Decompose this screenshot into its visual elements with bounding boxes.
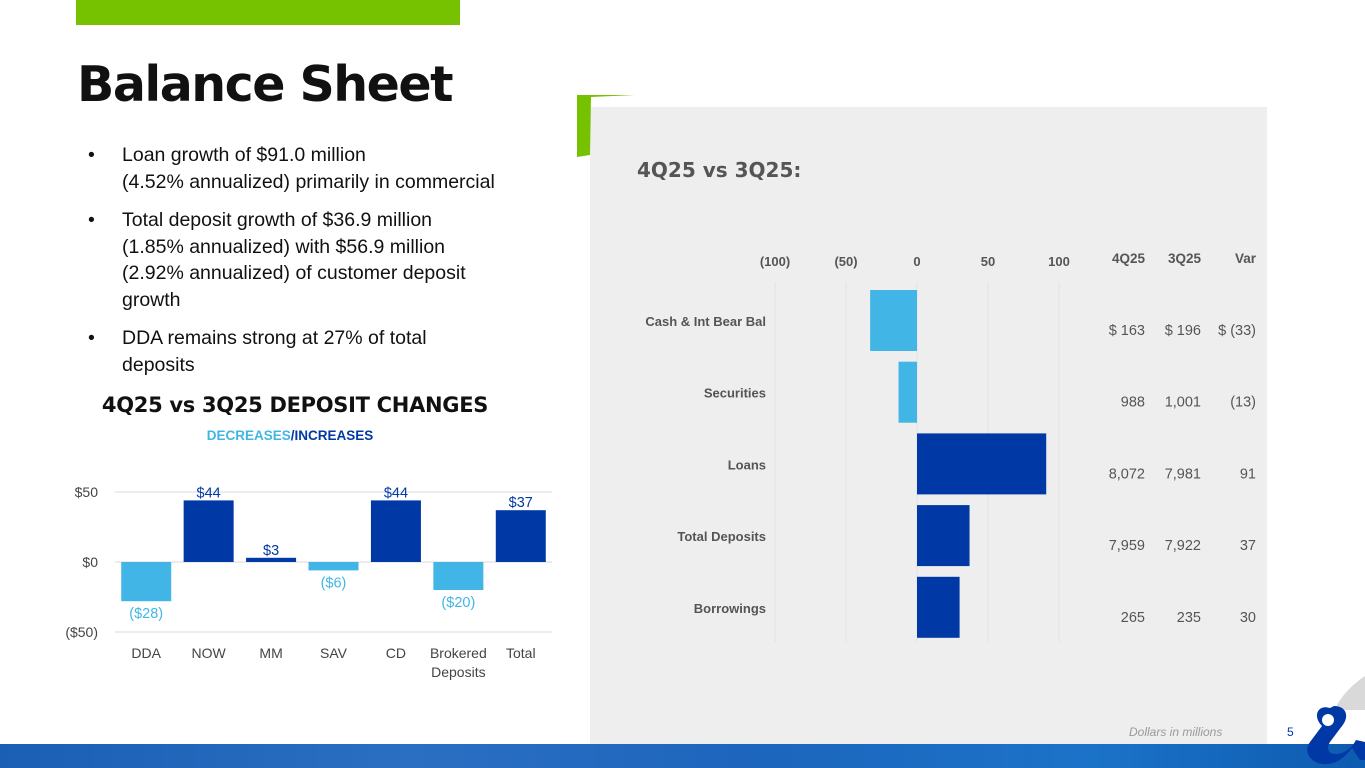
data-label: ($28): [129, 606, 163, 622]
deposit-chart-title: 4Q25 vs 3Q25 DEPOSIT CHANGES: [101, 393, 489, 417]
table-header: Var: [1235, 251, 1257, 266]
bullet-text: (4.52% annualized) primarily in commerci…: [122, 170, 495, 193]
table-cell: 7,922: [1165, 538, 1201, 554]
legend-slash: /: [290, 428, 295, 443]
row-category-label: Loans: [728, 457, 766, 472]
bar-cash-int-bear-bal: [870, 290, 917, 351]
row-category-label: Securities: [704, 386, 766, 401]
logo-dot: [1322, 714, 1334, 726]
data-label: $3: [263, 543, 279, 559]
table-cell: 91: [1240, 466, 1256, 482]
bar-brokered-deposits: [433, 562, 484, 590]
bar-dda: [121, 562, 172, 602]
bullet-text: deposits: [122, 353, 195, 376]
logo-mark: [1307, 706, 1365, 765]
bullet-deposit-growth: Total deposit growth of $36.9 million (1…: [88, 207, 548, 313]
units-footnote: Dollars in millions: [1129, 725, 1223, 739]
table-cell: 235: [1177, 610, 1201, 626]
x-category-label: Brokered: [430, 645, 487, 661]
data-label: $37: [509, 495, 533, 511]
row-category-label: Total Deposits: [677, 529, 766, 544]
table-cell: 7,959: [1109, 538, 1145, 554]
y-tick-label: ($50): [65, 624, 98, 640]
bar-total: [495, 510, 546, 562]
table-cell: $ 196: [1165, 323, 1201, 339]
corner-accent: [577, 95, 635, 157]
bullet-text: DDA remains strong at 27% of total: [122, 327, 427, 349]
x-tick-label: 50: [981, 254, 995, 269]
bullet-text: Total deposit growth of $36.9 million: [122, 209, 433, 231]
panel-title: 4Q25 vs 3Q25:: [637, 158, 802, 182]
x-category-label: DDA: [131, 645, 161, 661]
logo-swoosh: [1335, 676, 1365, 710]
brand-accent-bar: [76, 0, 460, 25]
bullet-text: (2.92% annualized) of customer deposit: [122, 262, 466, 284]
bullet-loan-growth: Loan growth of $91.0 million (4.52% annu…: [88, 142, 548, 195]
data-label: $44: [197, 485, 221, 501]
x-category-label: CD: [386, 645, 406, 661]
data-label: ($6): [321, 575, 347, 591]
bullet-text: (1.85% annualized) with $56.9 million: [122, 235, 446, 258]
bar-borrowings: [917, 576, 960, 638]
page-title: Balance Sheet: [77, 56, 454, 113]
bar-loans: [917, 433, 1047, 495]
table-cell: 30: [1240, 610, 1256, 626]
x-category-label: MM: [259, 645, 282, 661]
y-tick-label: $50: [75, 484, 99, 500]
x-tick-label: 100: [1048, 254, 1070, 269]
x-category-label: NOW: [192, 645, 227, 661]
balance-change-chart: (100) (50) 0 50 100 4Q25 3Q25 Var Cash & Int Bea…: [645, 251, 1257, 642]
footer-band: [0, 744, 1365, 768]
bar-mm: [246, 557, 297, 562]
x-tick-label: (50): [834, 254, 857, 269]
table-cell: 8,072: [1109, 466, 1145, 482]
y-tick-label: $0: [82, 554, 98, 570]
bullet-text: growth: [122, 288, 181, 311]
table-cell: $ 163: [1109, 323, 1145, 339]
row-category-label: Cash & Int Bear Bal: [645, 314, 766, 329]
key-points-list: Loan growth of $91.0 million (4.52% annu…: [88, 142, 548, 390]
table-header: 4Q25: [1112, 251, 1146, 266]
table-header: 3Q25: [1168, 251, 1202, 266]
bullet-dda: DDA remains strong at 27% of total depos…: [88, 325, 548, 378]
legend-increases: INCREASES: [294, 428, 374, 443]
x-category-label: Total: [506, 645, 536, 661]
x-tick-label: 0: [913, 254, 920, 269]
legend-decreases: DECREASES: [206, 428, 291, 443]
table-cell: 7,981: [1165, 466, 1201, 482]
table-cell: (13): [1230, 395, 1256, 411]
bar-securities: [898, 361, 917, 423]
table-cell: 37: [1240, 538, 1256, 554]
x-tick-label: (100): [760, 254, 790, 269]
bar-total-deposits: [917, 505, 970, 567]
corner-accent-shape: [577, 95, 635, 157]
table-cell: 265: [1121, 610, 1145, 626]
bar-sav: [308, 562, 359, 571]
x-category-label: Deposits: [431, 664, 485, 680]
data-label: $44: [384, 485, 408, 501]
deposit-chart-legend: DECREASES/INCREASES: [0, 428, 580, 443]
page-number: 5: [1287, 725, 1294, 739]
row-category-label: Borrowings: [694, 601, 766, 616]
table-cell: 988: [1121, 395, 1145, 411]
data-label: ($20): [441, 595, 475, 611]
bar-cd: [370, 500, 421, 562]
bar-now: [183, 500, 234, 562]
ampersand-logo-icon: [1307, 676, 1365, 765]
deposit-changes-chart: $50 $0 ($50) ($28) DDA $44 NOW $3 MM ($6) SAV $44 CD…: [65, 484, 552, 680]
table-cell: 1,001: [1165, 395, 1201, 411]
balance-panel: [590, 107, 1267, 747]
table-cell: $ (33): [1218, 323, 1256, 339]
bullet-text: Loan growth of $91.0 million: [122, 144, 366, 166]
x-category-label: SAV: [320, 645, 348, 661]
